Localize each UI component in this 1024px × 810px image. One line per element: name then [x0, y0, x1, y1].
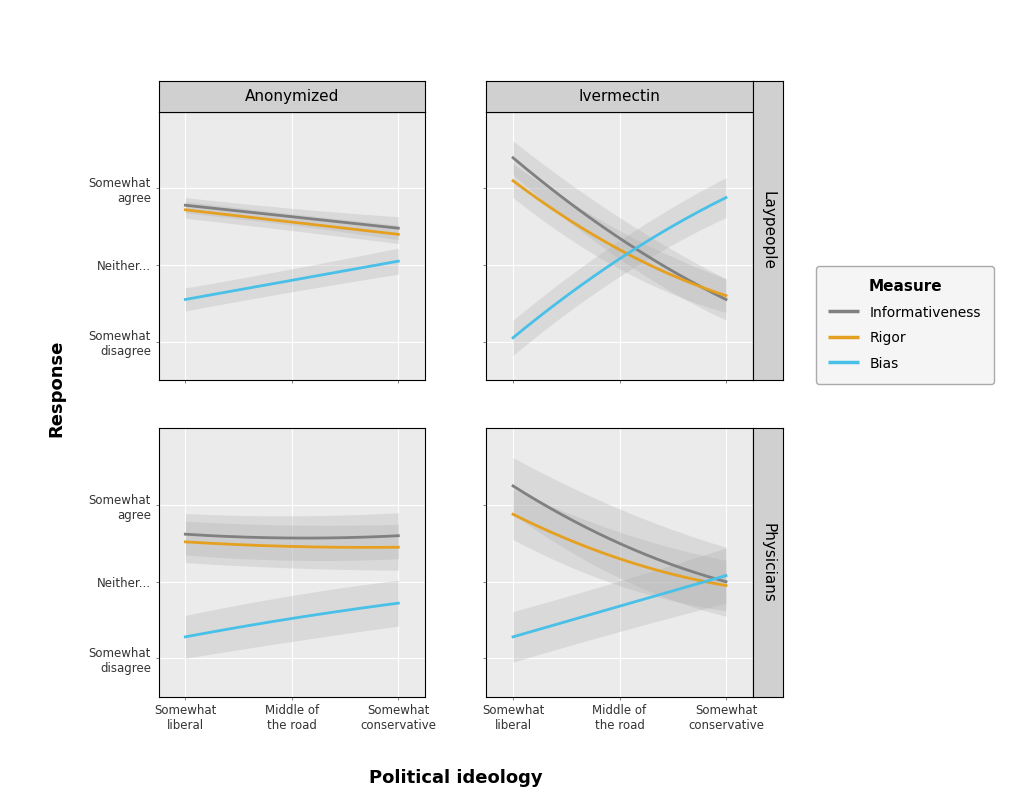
Legend: Informativeness, Rigor, Bias: Informativeness, Rigor, Bias: [816, 266, 994, 384]
Text: Ivermectin: Ivermectin: [579, 89, 660, 104]
Text: Response: Response: [47, 340, 66, 437]
Text: Laypeople: Laypeople: [761, 191, 775, 270]
Text: Political ideology: Political ideology: [369, 769, 543, 787]
Text: Physicians: Physicians: [761, 522, 775, 603]
Text: Anonymized: Anonymized: [245, 89, 339, 104]
